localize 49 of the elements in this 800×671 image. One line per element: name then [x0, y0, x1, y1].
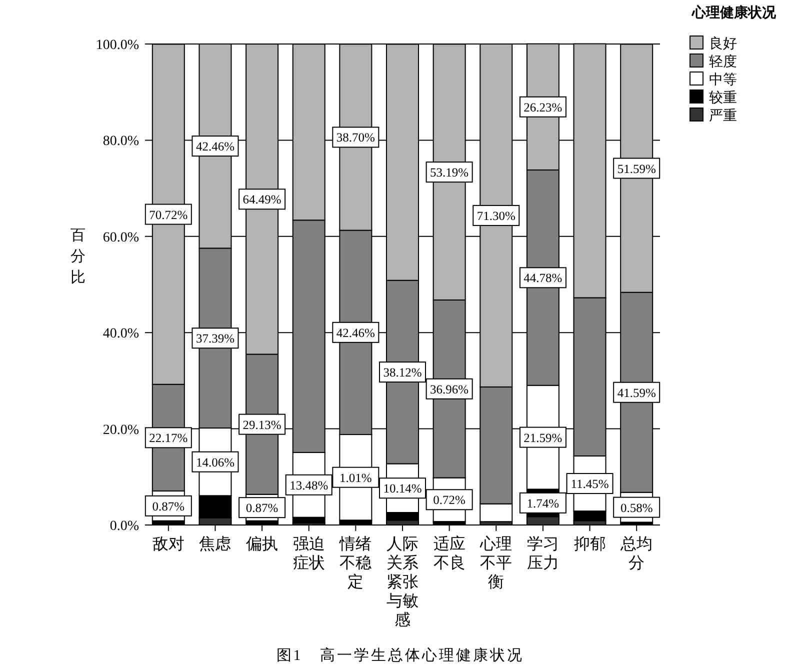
data-label: 10.14% — [383, 482, 422, 496]
y-tick-label: 60.0% — [102, 230, 140, 246]
data-label: 37.39% — [196, 332, 234, 346]
x-tick-label: 敌对 — [152, 535, 184, 553]
data-label: 53.19% — [430, 166, 469, 180]
y-tick-label: 0.0% — [110, 519, 140, 534]
x-tick-label: 心理不平衡 — [479, 535, 512, 591]
legend-label: 严重 — [709, 108, 737, 124]
legend-label: 轻度 — [709, 54, 737, 70]
x-tick-label: 总均分 — [620, 535, 653, 572]
data-label: 71.30% — [476, 208, 516, 223]
data-label: 29.13% — [242, 418, 282, 432]
x-tick-label: 情绪不稳定 — [338, 535, 372, 591]
y-tick-label: 20.0% — [102, 422, 140, 438]
data-label: 44.78% — [524, 271, 562, 286]
legend-label: 良好 — [709, 36, 737, 52]
data-label: 13.48% — [290, 478, 328, 492]
data-label: 14.06% — [196, 455, 234, 470]
x-tick-label: 焦虑 — [199, 535, 232, 553]
x-tick-label: 抑郁 — [574, 536, 606, 553]
data-label: 11.45% — [570, 477, 609, 492]
data-label: 41.59% — [617, 386, 656, 400]
data-label: 42.46% — [336, 326, 375, 340]
x-tick-label: 强迫症状 — [292, 536, 325, 572]
data-label: 0.72% — [433, 493, 466, 508]
legend-title: 心理健康状况 — [691, 4, 777, 21]
data-label: 51.59% — [617, 162, 656, 176]
x-tick-label: 适应不良 — [433, 535, 466, 572]
data-label: 70.72% — [149, 208, 188, 222]
x-tick-label: 偏执 — [246, 535, 278, 553]
data-label: 26.23% — [524, 100, 562, 114]
data-label: 38.12% — [383, 366, 422, 380]
x-tick-label: 学习压力 — [526, 535, 559, 572]
x-tick-label: 人际关系紧张与敏感 — [386, 536, 418, 629]
data-label: 38.70% — [336, 130, 375, 145]
data-label: 42.46% — [196, 140, 234, 154]
y-tick-label: 80.0% — [102, 134, 140, 150]
y-tick-label: 40.0% — [102, 326, 140, 342]
legend-label: 较重 — [709, 90, 737, 106]
data-label: 64.49% — [242, 192, 282, 207]
data-label: 21.59% — [524, 430, 562, 445]
data-label: 1.01% — [340, 470, 372, 485]
data-label: 1.74% — [526, 496, 560, 510]
text: 图1 高一学生总体心理健康状况 — [276, 647, 524, 664]
data-label: 36.96% — [430, 382, 469, 396]
legend-label: 中等 — [709, 72, 737, 88]
y-tick-label: 100.0% — [96, 38, 140, 53]
data-label: 22.17% — [149, 431, 188, 446]
y-axis-title: 百分比 — [70, 228, 86, 286]
